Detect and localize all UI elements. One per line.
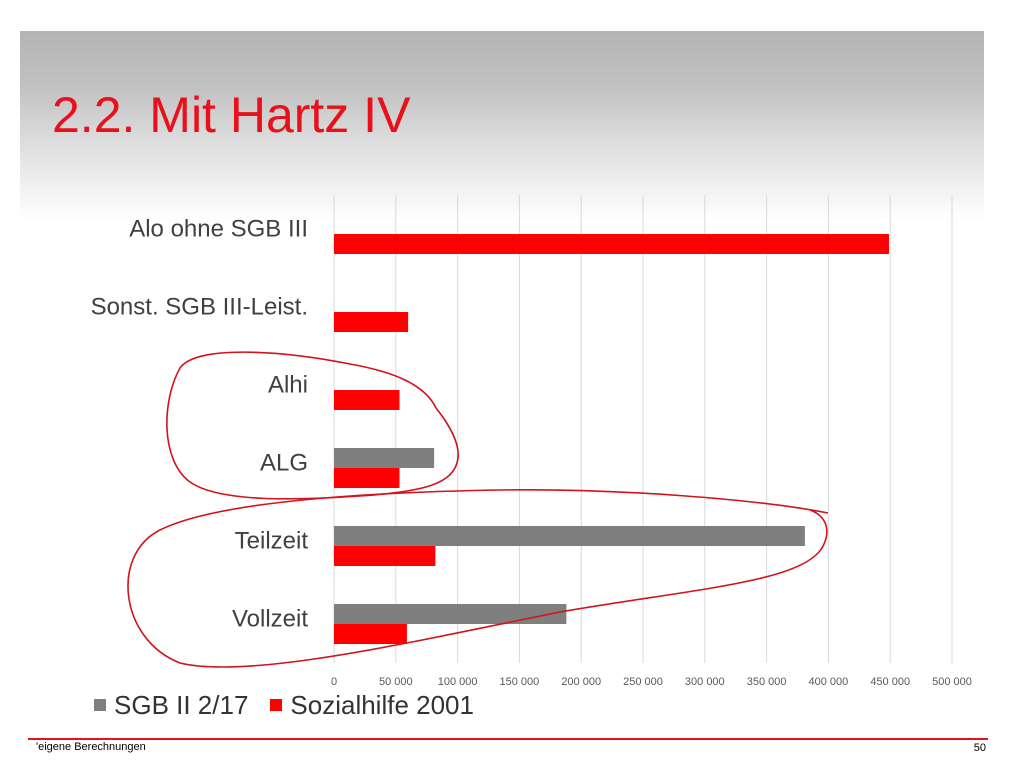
legend-label-sozialhilfe: Sozialhilfe 2001 — [290, 689, 474, 720]
bar-sozialhilfe — [334, 624, 407, 644]
x-tick-label: 350 000 — [747, 676, 787, 688]
y-category-label: ALG — [260, 449, 308, 476]
annotation-loop-teilzeit-vollzeit — [127, 488, 829, 668]
legend-swatch-red — [270, 699, 283, 711]
x-tick-label: 200 000 — [561, 676, 601, 688]
bar-sgb2 — [334, 448, 435, 468]
x-tick-label: 400 000 — [809, 676, 849, 688]
x-tick-label: 300 000 — [685, 676, 725, 688]
legend-label-sgb2: SGB II 2/17 — [114, 689, 249, 720]
bar-sozialhilfe — [334, 234, 889, 254]
bar-sozialhilfe — [334, 312, 409, 332]
bar-sozialhilfe — [334, 546, 436, 566]
y-category-label: Teilzeit — [235, 527, 309, 554]
chart-legend: SGB II 2/17 Sozialhilfe 2001 — [94, 688, 496, 722]
x-tick-label: 250 000 — [623, 676, 663, 688]
footnote-text: eigene Berechnungen — [38, 741, 146, 753]
x-tick-label: 50 000 — [379, 676, 413, 688]
bar-sozialhilfe — [334, 390, 400, 410]
legend-swatch-gray — [94, 699, 106, 711]
slide-title: 2.2. Mit Hartz IV — [52, 87, 411, 143]
x-tick-label: 100 000 — [438, 676, 478, 688]
x-tick-label: 450 000 — [870, 676, 910, 688]
y-category-label: Alhi — [268, 371, 308, 398]
y-category-label: Alo ohne SGB III — [129, 215, 308, 242]
x-tick-label: 500 000 — [932, 676, 972, 688]
x-tick-label: 0 — [331, 676, 337, 688]
y-category-label: Sonst. SGB III-Leist. — [91, 293, 308, 320]
bar-sozialhilfe — [334, 468, 400, 488]
bar-sgb2 — [334, 526, 805, 546]
x-tick-label: 150 000 — [500, 676, 540, 688]
footnote-prefix: ' — [36, 741, 39, 753]
annotation-loop-alhi-alg — [166, 351, 459, 500]
title-header-band — [20, 31, 984, 221]
legend-item-sozialhilfe: Sozialhilfe 2001 — [270, 690, 474, 721]
y-category-label: Vollzeit — [232, 605, 308, 632]
footnote: 'eigene Berechnungen — [36, 741, 146, 753]
bar-sgb2 — [334, 604, 567, 624]
page-number: 50 — [973, 742, 986, 754]
legend-item-sgb2: SGB II 2/17 — [94, 690, 248, 721]
footer-divider — [28, 738, 988, 740]
